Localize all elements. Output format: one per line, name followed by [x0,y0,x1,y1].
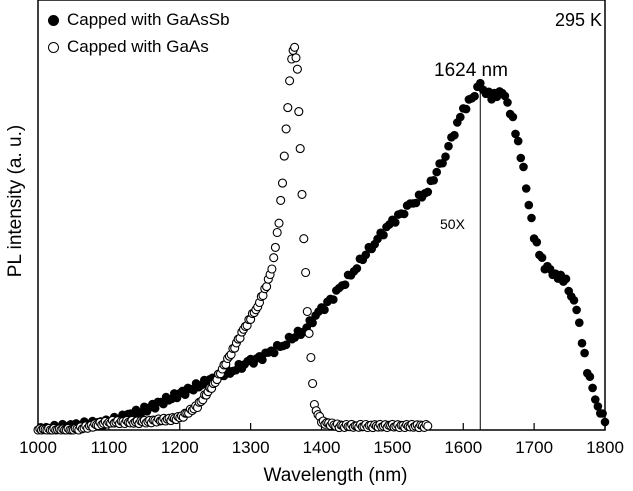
gaassb-point [329,295,338,304]
gaas-point [270,242,280,252]
gaassb-point [432,167,442,177]
gaas-point [306,352,316,363]
x-tick-label-1200: 1200 [160,438,199,457]
gaassb-point [456,112,465,122]
gaas-point [423,421,433,431]
gaas-point [279,151,289,161]
gaassb-point [516,153,526,163]
gaas-point [299,234,309,244]
gaas-point [294,107,304,117]
gaas-point [292,64,302,74]
gaas-point [283,103,293,113]
gaassb-point [524,200,534,210]
gaassb-point [511,129,520,139]
gaassb-point [340,280,350,290]
gaas-point [308,378,318,389]
gaassb-point [320,305,329,315]
gaas-point [291,53,301,63]
gaassb-point [281,340,291,350]
gaassb-point [423,187,433,197]
gaas-point [274,218,284,228]
gaassb-point [500,91,510,101]
gaassb-point [308,318,317,328]
gaassb-point [444,141,453,151]
gaassb-point [352,264,362,273]
gaassb-point [580,348,589,358]
gaassb-point [513,136,523,146]
gaassb-point [379,230,388,240]
plot-frame [37,0,606,431]
gaassb-point [577,338,587,348]
gaas-point [304,328,314,338]
x-tick-label-1700: 1700 [515,438,554,457]
gaassb-point [438,158,447,168]
x-tick-label-1100: 1100 [90,438,128,457]
gaassb-point [461,104,471,114]
x-tick-label-1500: 1500 [373,438,412,457]
x-tick-label-1300: 1300 [231,438,270,457]
gaassb-point [411,198,421,208]
gaassb-point [476,78,485,88]
gaas-point [267,264,277,274]
gaassb-point [585,372,595,382]
gaassb-point [450,130,459,140]
legend-item-gaassb: Capped with GaAsSb [48,10,230,30]
x-tick-label-1400: 1400 [302,438,341,457]
gaas-point [276,195,286,205]
gaassb-point [591,395,600,404]
gaassb-point [269,348,279,358]
temperature-label: 295 K [555,10,603,30]
gaas-point [290,42,300,52]
gaassb-point [598,409,607,418]
gaas-point [295,144,305,154]
gaas-point [269,253,279,263]
peak-wavelength-label: 1624 nm [434,60,508,81]
scale-factor-label: 50X [440,216,465,232]
legend-label-gaas: Capped with GaAs [67,37,209,56]
gaassb-point [441,152,450,161]
legend-label-gaassb: Capped with GaAsSb [67,10,230,29]
gaassb-point [575,318,584,328]
gaassb-point [470,91,479,101]
gaassb-point [572,305,581,315]
gaassb-point [569,296,579,305]
x-tick-label-1600: 1600 [444,438,483,457]
gaas-point [285,76,295,86]
gaassb-point [503,98,512,107]
gaassb-point [532,237,542,247]
gaassb-point [391,218,400,227]
gaas-point [277,178,288,188]
x-tick-label-1000: 1000 [19,438,57,457]
gaas-point [301,267,311,278]
gaassb-point [600,417,610,427]
gaassb-point [537,253,547,262]
gaas-point [302,306,312,317]
gaassb-point [527,213,536,223]
gaassb-point [429,176,439,185]
gaassb-point [588,383,597,393]
gaas-point [297,189,307,199]
gaassb-point [593,402,603,411]
gaassb-point [508,112,518,122]
gaassb-point [180,390,190,400]
gaassb-point [258,355,267,365]
gaas-point [281,124,291,134]
gaas-point [272,227,282,238]
gaassb-point [521,184,531,193]
x-axis-label: Wavelength (nm) [263,465,408,486]
y-axis-label: PL intensity (a. u.) [5,124,26,278]
gaassb-point [561,274,571,284]
gaassb-point [399,209,409,219]
filled-circle-icon [48,14,59,26]
series-layer [33,42,610,435]
open-circle-icon [48,41,59,53]
x-tick-label-1800: 1800 [586,438,624,457]
gaassb-point [361,250,371,260]
legend-item-gaas: Capped with GaAs [48,37,209,57]
gaas-point [262,282,272,292]
gaassb-point [519,162,528,172]
